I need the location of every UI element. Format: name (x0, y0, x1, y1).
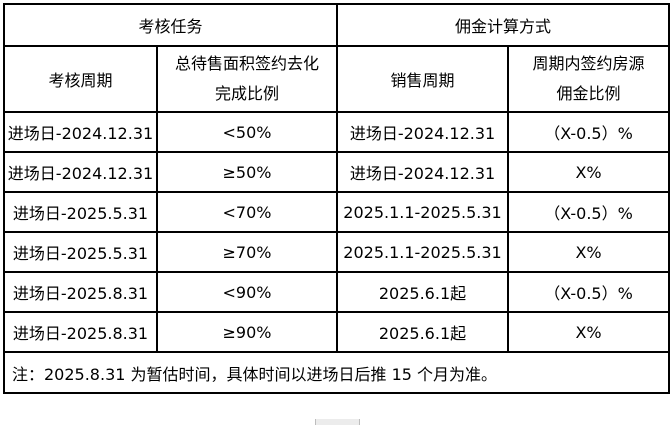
cell-sales-period: 2025.1.1-2025.5.31 (336, 191, 510, 233)
cell-completion-ratio: <90% (155, 271, 339, 313)
cell-assessment-period: 进场日-2024.12.31 (3, 111, 158, 153)
header-commission-rate-line1: 周期内签约房源 (532, 54, 645, 73)
header-completion-ratio-line1: 总待售面积签约去化 (175, 54, 320, 73)
cell-sales-period: 2025.6.1起 (336, 271, 510, 313)
cell-assessment-period: 进场日-2024.12.31 (3, 151, 158, 193)
cell-completion-ratio: <70% (155, 191, 339, 233)
table-row: 进场日-2024.12.31 <50% 进场日-2024.12.31 （X-0.… (3, 111, 671, 153)
cell-commission-rate: X% (507, 231, 671, 273)
table-row: 进场日-2024.12.31 ≥50% 进场日-2024.12.31 X% (3, 151, 671, 193)
cell-commission-rate: （X-0.5）% (507, 191, 671, 233)
header-sales-period: 销售周期 (336, 45, 510, 113)
table-row: 考核周期 总待售面积签约去化 完成比例 销售周期 周期内签约房源 佣金比例 (3, 45, 671, 113)
table-row: 进场日-2025.8.31 <90% 2025.6.1起 （X-0.5）% (3, 271, 671, 313)
table-resize-handle[interactable] (315, 419, 360, 425)
cell-assessment-period: 进场日-2025.5.31 (3, 231, 158, 273)
table-row: 进场日-2025.8.31 ≥90% 2025.6.1起 X% (3, 311, 671, 353)
cell-sales-period: 进场日-2024.12.31 (336, 151, 510, 193)
cell-sales-period: 2025.6.1起 (336, 311, 510, 353)
commission-table: 考核任务 佣金计算方式 考核周期 总待售面积签约去化 完成比例 销售周期 周期内… (2, 3, 671, 394)
table-row: 注：2025.8.31 为暂估时间，具体时间以进场日后推 15 个月为准。 (2, 351, 671, 394)
cell-commission-rate: （X-0.5）% (507, 111, 671, 153)
table-row: 进场日-2025.5.31 <70% 2025.1.1-2025.5.31 （X… (3, 191, 671, 233)
cell-commission-rate: （X-0.5）% (507, 271, 671, 313)
header-commission-rate: 周期内签约房源 佣金比例 (507, 45, 671, 113)
cell-assessment-period: 进场日-2025.8.31 (3, 311, 158, 353)
cell-commission-rate: X% (507, 151, 671, 193)
footnote: 注：2025.8.31 为暂估时间，具体时间以进场日后推 15 个月为准。 (2, 351, 671, 394)
cell-completion-ratio: ≥90% (155, 311, 339, 353)
header-commission-rate-line2: 佣金比例 (556, 84, 621, 103)
cell-completion-ratio: ≥70% (155, 231, 339, 273)
cell-completion-ratio: ≥50% (155, 151, 339, 193)
header-assessment-task: 考核任务 (2, 3, 339, 47)
cell-sales-period: 2025.1.1-2025.5.31 (336, 231, 510, 273)
cell-sales-period: 进场日-2024.12.31 (336, 111, 510, 153)
cell-commission-rate: X% (507, 311, 671, 353)
table-row: 进场日-2025.5.31 ≥70% 2025.1.1-2025.5.31 X% (3, 231, 671, 273)
header-completion-ratio: 总待售面积签约去化 完成比例 (155, 45, 339, 113)
header-completion-ratio-line2: 完成比例 (215, 84, 280, 103)
cell-assessment-period: 进场日-2025.5.31 (3, 191, 158, 233)
header-assessment-period: 考核周期 (3, 45, 158, 113)
cell-assessment-period: 进场日-2025.8.31 (3, 271, 158, 313)
cell-completion-ratio: <50% (155, 111, 339, 153)
table-row: 考核任务 佣金计算方式 (2, 3, 671, 47)
header-commission-method: 佣金计算方式 (336, 3, 671, 47)
